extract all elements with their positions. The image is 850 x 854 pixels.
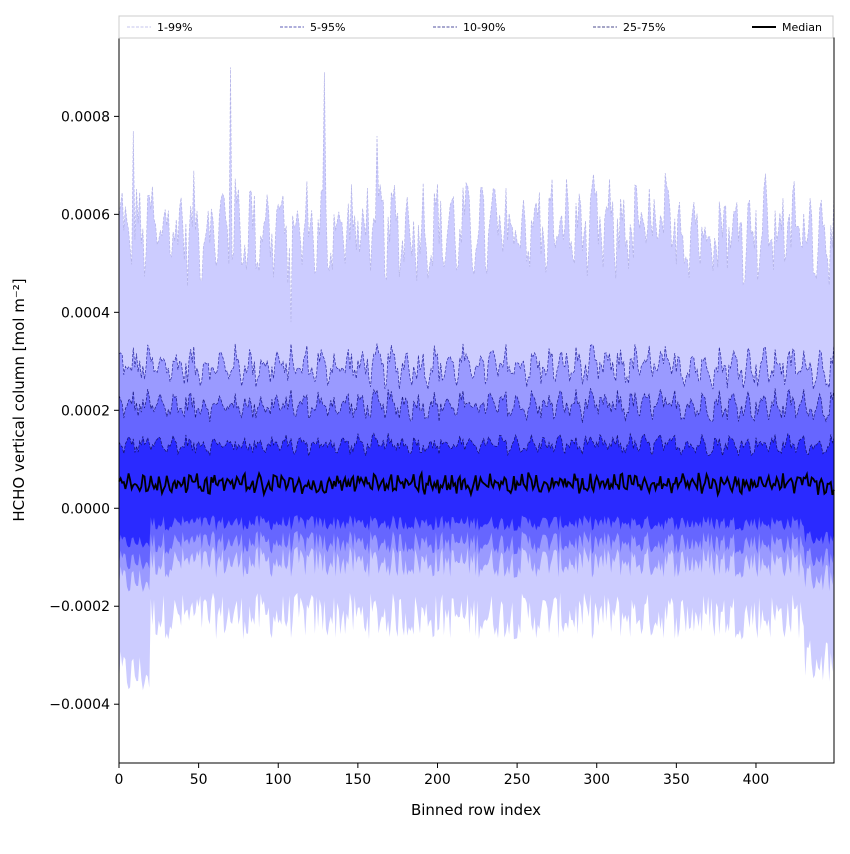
y-tick-label: 0.0000 [61,501,110,517]
band-upper-line-10-90% [118,388,835,423]
legend-box [118,15,834,39]
x-tick-label: 350 [663,772,690,788]
y-tick-label: 0.0004 [61,305,110,321]
y-tick-label: 0.0008 [61,109,110,125]
x-tick-label: 100 [265,772,292,788]
median-line [118,469,835,498]
y-axis-label: HCHO vertical column [mol m⁻²] [10,278,28,521]
legend-label: Median [782,21,822,34]
band-upper-line-1-99% [118,67,835,323]
x-tick-label: 50 [190,772,208,788]
band-upper-line-5-95% [118,343,835,390]
x-tick-label: 0 [115,772,124,788]
plot-area [118,67,835,691]
legend: 1-99% 5-95% 10-90% 25-75% Median [118,15,834,39]
band-upper-line-25-75% [118,432,835,457]
x-tick-label: 150 [344,772,371,788]
y-tick-label: −0.0004 [49,697,110,713]
x-tick-label: 250 [504,772,531,788]
x-tick-label: 300 [583,772,610,788]
x-tick-label: 400 [743,772,770,788]
legend-label: 1-99% [157,21,192,34]
x-tick-label: 200 [424,772,451,788]
y-tick-label: −0.0002 [49,599,110,615]
x-axis-label: Binned row index [411,801,541,819]
legend-label: 10-90% [463,21,505,34]
y-tick-label: 0.0002 [61,403,110,419]
y-tick-label: 0.0006 [61,207,110,223]
y-axis: −0.0004 −0.0002 0.0000 0.0002 0.0004 0.0006 0.… [49,109,119,713]
legend-label: 5-95% [310,21,345,34]
x-axis: 0 50 100 150 200 250 300 350 400 [115,763,770,788]
legend-label: 25-75% [623,21,665,34]
